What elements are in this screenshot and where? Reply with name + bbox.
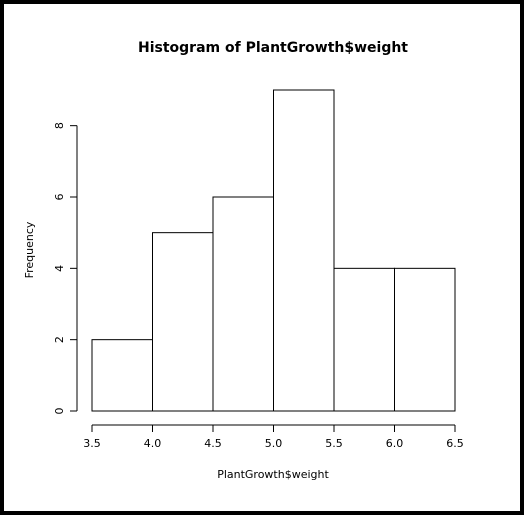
histogram-bar xyxy=(333,267,395,412)
chart-title: Histogram of PlantGrowth$weight xyxy=(138,40,408,56)
histogram-bar xyxy=(152,232,214,412)
y-tick-label: 6 xyxy=(53,194,66,201)
y-axis-label: Frequency xyxy=(23,221,36,278)
x-tick-label: 5.5 xyxy=(325,437,343,450)
x-axis-label: PlantGrowth$weight xyxy=(217,468,329,481)
histogram-bar xyxy=(394,267,456,412)
x-tick-label: 4.5 xyxy=(204,437,222,450)
x-tick-label: 4.0 xyxy=(144,437,162,450)
histogram-bar xyxy=(212,196,274,412)
x-tick-label: 6.0 xyxy=(386,437,404,450)
histogram-bar xyxy=(273,89,335,412)
y-tick-label: 4 xyxy=(53,265,66,272)
x-tick-label: 5.0 xyxy=(265,437,283,450)
x-tick-label: 6.5 xyxy=(446,437,464,450)
y-tick-label: 0 xyxy=(53,408,66,415)
y-tick-label: 8 xyxy=(53,122,66,129)
histogram-bar xyxy=(91,339,153,412)
x-tick-label: 3.5 xyxy=(83,437,101,450)
y-tick-label: 2 xyxy=(53,336,66,343)
